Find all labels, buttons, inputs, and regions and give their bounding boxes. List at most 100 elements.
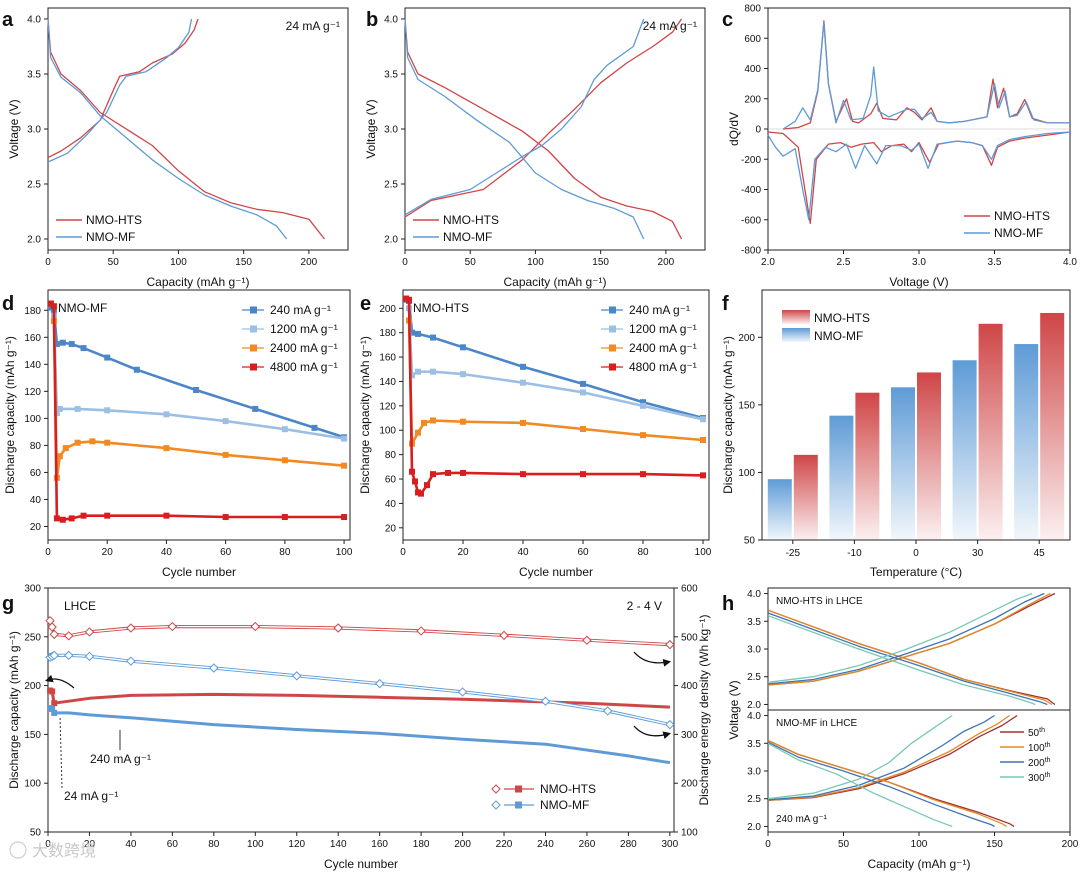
data-point-diamond xyxy=(64,631,74,641)
x-axis-label: Capacity (mAh g⁻¹) xyxy=(503,275,606,289)
data-point xyxy=(222,418,229,425)
series-line-c-1 xyxy=(767,131,1071,225)
y-tick-label: 2.5 xyxy=(27,180,41,191)
data-point xyxy=(341,514,348,521)
y-tick-label: 300 xyxy=(681,730,698,741)
legend-marker xyxy=(250,363,257,371)
y-tick-label: 140 xyxy=(24,360,41,371)
data-point xyxy=(341,462,348,469)
y-tick-label: 120 xyxy=(379,401,396,412)
x-tick-label: 20 xyxy=(102,547,114,558)
x-tick-label: 0 xyxy=(45,839,51,850)
y-tick-label: 100 xyxy=(681,828,698,839)
data-point-diamond xyxy=(416,626,426,636)
y-axis-label: Discharge capacity (mAh g⁻¹) xyxy=(358,336,372,494)
cycle-discharge-curve xyxy=(767,615,1036,706)
panel-label-h: h xyxy=(722,593,734,615)
x-tick-label: 100 xyxy=(336,547,353,558)
legend-label: NMO-MF xyxy=(994,226,1043,240)
cycle-charge-curve xyxy=(767,592,1033,683)
x-tick-label: 4.0 xyxy=(1063,257,1077,268)
series-line-a-3 xyxy=(47,18,288,240)
data-point xyxy=(89,438,96,445)
data-point xyxy=(56,453,63,460)
cycle-discharge-curve xyxy=(767,609,1056,706)
subpanel-title: NMO-HTS in LHCE xyxy=(776,596,863,607)
data-point xyxy=(49,688,56,695)
cycle-charge-curve xyxy=(767,592,1045,685)
data-point xyxy=(80,345,87,352)
cycle-charge-curve xyxy=(767,714,995,801)
sample-annotation: NMO-MF xyxy=(58,301,107,315)
y-tick-label: 100 xyxy=(24,779,41,790)
y-axis-label: Voltage (V) xyxy=(7,99,21,158)
data-point xyxy=(430,417,436,424)
y-tick-label: 3.0 xyxy=(384,125,398,136)
data-point xyxy=(56,405,63,412)
bar-mf xyxy=(891,387,915,540)
x-tick-label: 100 xyxy=(247,839,264,850)
arrow-right-axis-2 xyxy=(633,725,672,739)
y-tick-label: 2.5 xyxy=(747,672,761,683)
x-tick-label: 200 xyxy=(1062,839,1079,850)
data-point-diamond xyxy=(540,696,551,706)
watermark-text: 大数跨境 xyxy=(32,841,96,860)
y-axis-label: Discharge capacity (mAh g⁻¹) xyxy=(3,336,17,494)
y-tick-label: 200 xyxy=(738,333,755,344)
y-tick-label: 150 xyxy=(738,400,755,411)
y-tick-label: 80 xyxy=(30,441,42,452)
y-tick-label: 2.5 xyxy=(747,794,761,805)
y-tick-label: 100 xyxy=(738,468,755,479)
data-point-diamond xyxy=(333,623,343,633)
y-tick-label: 40 xyxy=(385,499,397,510)
y-tick-label: 4.0 xyxy=(27,15,41,26)
data-point xyxy=(700,472,706,479)
x-tick-label: 260 xyxy=(579,839,596,850)
data-point-diamond xyxy=(209,663,219,673)
data-point xyxy=(412,478,418,485)
legend-ordinal: th xyxy=(1045,742,1051,749)
data-point xyxy=(59,339,66,346)
x-axis-label: Cycle number xyxy=(519,565,593,579)
data-point xyxy=(281,457,288,464)
category-label: 30 xyxy=(972,548,984,559)
arrow-left-axis xyxy=(45,674,75,689)
data-point-diamond xyxy=(457,687,468,697)
y-axis-label: dQ/dV xyxy=(727,112,741,146)
x-tick-label: 150 xyxy=(986,839,1003,850)
category-label: -10 xyxy=(847,548,862,559)
x-tick-label: 140 xyxy=(330,839,347,850)
data-point xyxy=(193,387,200,393)
bar-hts xyxy=(917,372,941,540)
series-line-b-2 xyxy=(404,18,645,216)
legend-label: NMO-HTS xyxy=(994,209,1050,223)
category-label: 45 xyxy=(1034,548,1046,559)
category-label: -25 xyxy=(786,548,801,559)
y-tick-label: 20 xyxy=(385,523,397,534)
rate-annotation: 240 mA g⁻¹ xyxy=(776,814,828,825)
x-tick-label: 100 xyxy=(695,547,712,558)
x-tick-label: 50 xyxy=(465,257,477,268)
data-point xyxy=(68,341,75,348)
legend-label: NMO-MF xyxy=(443,230,492,244)
data-point xyxy=(104,407,111,414)
y-tick-label: 400 xyxy=(744,64,761,75)
legend-label: 1200 mA g⁻¹ xyxy=(270,322,338,336)
data-point-diamond xyxy=(126,656,136,666)
data-point-diamond xyxy=(84,627,95,637)
x-tick-label: 150 xyxy=(235,257,252,268)
data-point-diamond xyxy=(499,630,509,641)
x-tick-label: 200 xyxy=(301,257,318,268)
data-point xyxy=(409,468,415,475)
pointer-24 xyxy=(59,715,63,789)
y-axis-label: Voltage (V) xyxy=(727,680,741,739)
x-axis-label: Capacity (mAh g⁻¹) xyxy=(146,275,249,289)
voltage-window-annotation: 2 - 4 V xyxy=(627,599,662,613)
data-point-diamond xyxy=(250,621,260,632)
legend-label: 240 mA g⁻¹ xyxy=(629,303,690,317)
series-trace-e-0 xyxy=(405,298,704,420)
panel-label-g: g xyxy=(2,593,14,615)
y-axis-label: Voltage (V) xyxy=(364,99,378,158)
legend-label: 200th xyxy=(1028,757,1051,769)
data-point-diamond xyxy=(292,671,302,681)
